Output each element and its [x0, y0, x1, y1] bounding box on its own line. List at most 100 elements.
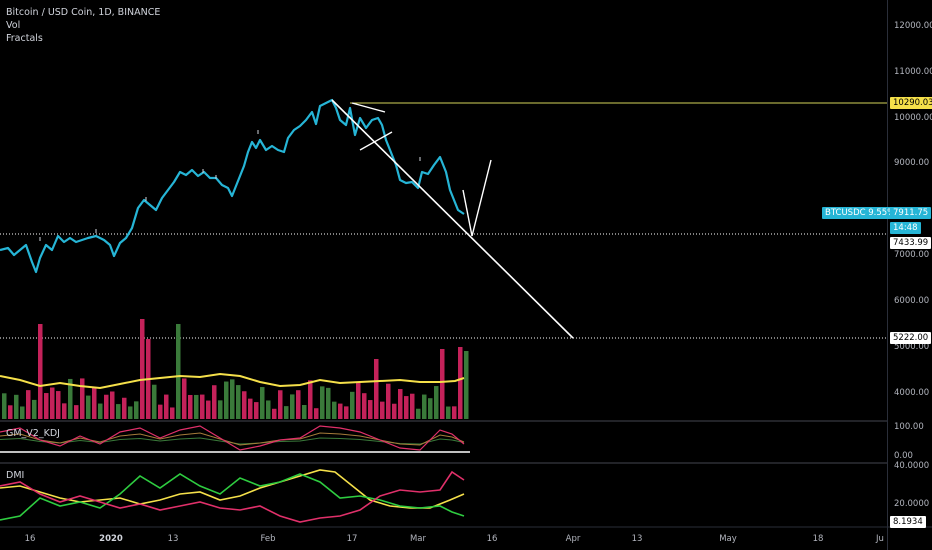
- volume-bar: [314, 408, 319, 419]
- volume-bar: [86, 395, 91, 419]
- last-price-label: 7911.75: [890, 207, 932, 219]
- volume-bar: [44, 393, 49, 419]
- support-price-label: 7433.99: [890, 237, 932, 249]
- price-line: [0, 98, 465, 274]
- volume-bar: [92, 387, 97, 419]
- volume-bar: [134, 401, 139, 419]
- volume-bar: [62, 403, 67, 419]
- volume-bar: [122, 397, 127, 419]
- volume-bar: [362, 393, 367, 419]
- price-tick: 5000.00: [894, 342, 930, 352]
- volume-ma-line: [0, 372, 465, 390]
- price-tick: 12000.00: [894, 21, 932, 31]
- dmi-tick: 40.0000: [894, 461, 930, 471]
- volume-bar: [236, 385, 241, 419]
- volume-bar: [374, 359, 379, 419]
- volume-bar: [104, 394, 109, 419]
- time-tick: Ju: [876, 534, 884, 544]
- time-tick: 16: [486, 534, 498, 544]
- volume-bar: [20, 406, 25, 419]
- pattern-line: [351, 102, 386, 113]
- volume-bar: [188, 394, 193, 419]
- price-axis[interactable]: 12000.00 11000.00 10000.00 9000.00 7000.…: [887, 0, 932, 550]
- volume-bar: [56, 391, 61, 419]
- dmi-adx-line: [0, 469, 465, 509]
- arrow-line: [471, 159, 492, 237]
- volume-bar: [284, 406, 289, 419]
- volume-bar: [356, 382, 361, 419]
- volume-bar: [398, 389, 403, 419]
- dmi-last-value-label: 8.1934: [890, 516, 926, 528]
- price-tick: 6000.00: [894, 296, 930, 306]
- volume-bar: [254, 402, 259, 419]
- kdj-tick: 100.00: [894, 422, 924, 432]
- trend-line: [331, 99, 574, 339]
- volume-bar: [32, 399, 37, 419]
- volume-bar: [140, 319, 145, 419]
- volume-bar: [338, 403, 343, 419]
- volume-bar: [212, 385, 217, 419]
- volume-bar: [14, 394, 19, 419]
- volume-bar: [386, 383, 391, 419]
- volume-bar: [260, 387, 265, 419]
- volume-bar: [434, 386, 439, 419]
- price-tick: 7000.00: [894, 250, 930, 260]
- price-tick: 11000.00: [894, 67, 932, 77]
- arrow-line: [462, 189, 473, 237]
- volume-bar: [392, 403, 397, 419]
- volume-bar: [224, 381, 229, 419]
- volume-bar: [164, 394, 169, 419]
- volume-bar: [50, 387, 55, 419]
- volume-bar: [326, 387, 331, 419]
- volume-bar: [302, 404, 307, 419]
- dmi-tick: 20.0000: [894, 499, 930, 509]
- volume-indicator-label[interactable]: Vol: [6, 20, 21, 31]
- bar-countdown-label: 14:48: [890, 222, 921, 234]
- dmi-plus-line: [0, 473, 465, 521]
- volume-bar: [416, 408, 421, 419]
- volume-bar: [446, 406, 451, 419]
- volume-bar: [308, 380, 313, 419]
- time-tick: Mar: [409, 534, 427, 544]
- volume-bar: [158, 404, 163, 419]
- volume-bar: [422, 394, 427, 419]
- volume-bar: [344, 406, 349, 419]
- time-tick: May: [719, 534, 737, 544]
- kdj-tick: 0.00: [894, 451, 913, 461]
- kdj-indicator-label[interactable]: GM_V2_KDJ: [6, 428, 60, 439]
- dmi-indicator-label[interactable]: DMI: [6, 470, 25, 481]
- dmi-minus-line: [0, 470, 465, 523]
- volume-bar: [278, 390, 283, 419]
- time-tick: 17: [346, 534, 358, 544]
- volume-bar: [206, 400, 211, 419]
- volume-bar: [248, 398, 253, 419]
- time-tick: 13: [167, 534, 179, 544]
- volume-bar: [266, 400, 271, 419]
- volume-bar: [440, 349, 445, 419]
- resistance-price-label: 10290.03: [890, 97, 932, 109]
- volume-bar: [458, 347, 463, 419]
- volume-bar: [170, 407, 175, 419]
- time-tick: 13: [631, 534, 643, 544]
- kdj-j-line: [0, 425, 465, 451]
- fractals-indicator-label[interactable]: Fractals: [6, 33, 43, 44]
- volume-bar: [74, 405, 79, 419]
- volume-bar: [110, 391, 115, 419]
- volume-bar: [152, 384, 157, 419]
- symbol-change-tag: BTCUSDC 9.55%: [822, 207, 899, 219]
- chart-legend: Bitcoin / USD Coin, 1D, BINANCE Vol Frac…: [6, 6, 160, 45]
- symbol-title[interactable]: Bitcoin / USD Coin, 1D, BINANCE: [6, 7, 161, 18]
- volume-bar: [404, 396, 409, 419]
- volume-bar: [290, 394, 295, 419]
- time-tick: 16: [24, 534, 36, 544]
- price-tick: 4000.00: [894, 388, 930, 398]
- volume-bar: [182, 378, 187, 419]
- volume-bar: [428, 398, 433, 419]
- volume-bar: [38, 324, 43, 419]
- volume-bar: [218, 400, 223, 419]
- time-tick: Feb: [260, 534, 276, 544]
- pattern-line: [359, 131, 393, 151]
- target-price-label: 5222.00: [890, 332, 932, 344]
- volume-bar: [176, 324, 181, 419]
